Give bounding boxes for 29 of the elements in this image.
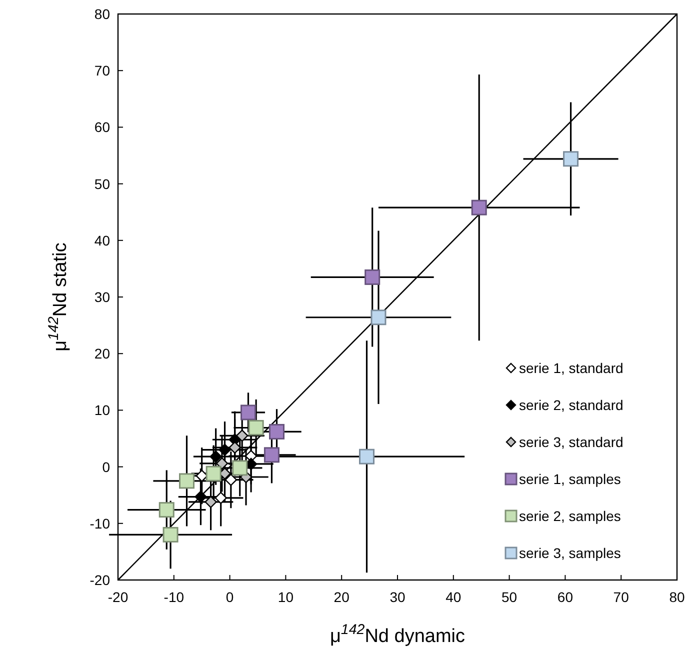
x-tick-label: 40 bbox=[446, 589, 462, 605]
x-tick-label: 10 bbox=[278, 589, 294, 605]
x-tick-label: 60 bbox=[557, 589, 574, 605]
y-tick-label: 40 bbox=[94, 232, 110, 248]
y-tick-label: -10 bbox=[90, 515, 110, 532]
x-axis-title: μ$^{142}$Nd dynamic bbox=[330, 622, 466, 647]
legend-label: serie 1, standard bbox=[519, 360, 624, 376]
y-tick-label: 0 bbox=[102, 458, 110, 475]
y-tick-label: 10 bbox=[94, 402, 110, 418]
y-tick-label: 20 bbox=[94, 346, 110, 362]
x-tick-label: 20 bbox=[334, 589, 350, 605]
legend-label: serie 2, standard bbox=[519, 397, 624, 413]
legend-label: serie 1, samples bbox=[519, 471, 621, 487]
y-tick-label: 50 bbox=[94, 176, 110, 192]
y-tick-label: 60 bbox=[94, 119, 110, 136]
legend-label: serie 3, samples bbox=[519, 545, 621, 561]
x-tick-label: 50 bbox=[502, 589, 518, 605]
x-tick-label: -20 bbox=[108, 589, 128, 605]
x-tick-label: 0 bbox=[226, 589, 234, 605]
y-tick-label: 30 bbox=[94, 289, 110, 305]
x-tick-label: 30 bbox=[390, 589, 406, 605]
y-tick-label: 70 bbox=[94, 62, 110, 79]
x-tick-label: -10 bbox=[164, 589, 184, 605]
y-tick-label: -20 bbox=[90, 572, 110, 588]
y-tick-label: 80 bbox=[94, 6, 110, 22]
legend-label: serie 2, samples bbox=[519, 508, 621, 524]
x-tick-label: 70 bbox=[613, 589, 630, 605]
legend-label: serie 3, standard bbox=[519, 434, 624, 450]
x-tick-label: 80 bbox=[669, 589, 685, 605]
